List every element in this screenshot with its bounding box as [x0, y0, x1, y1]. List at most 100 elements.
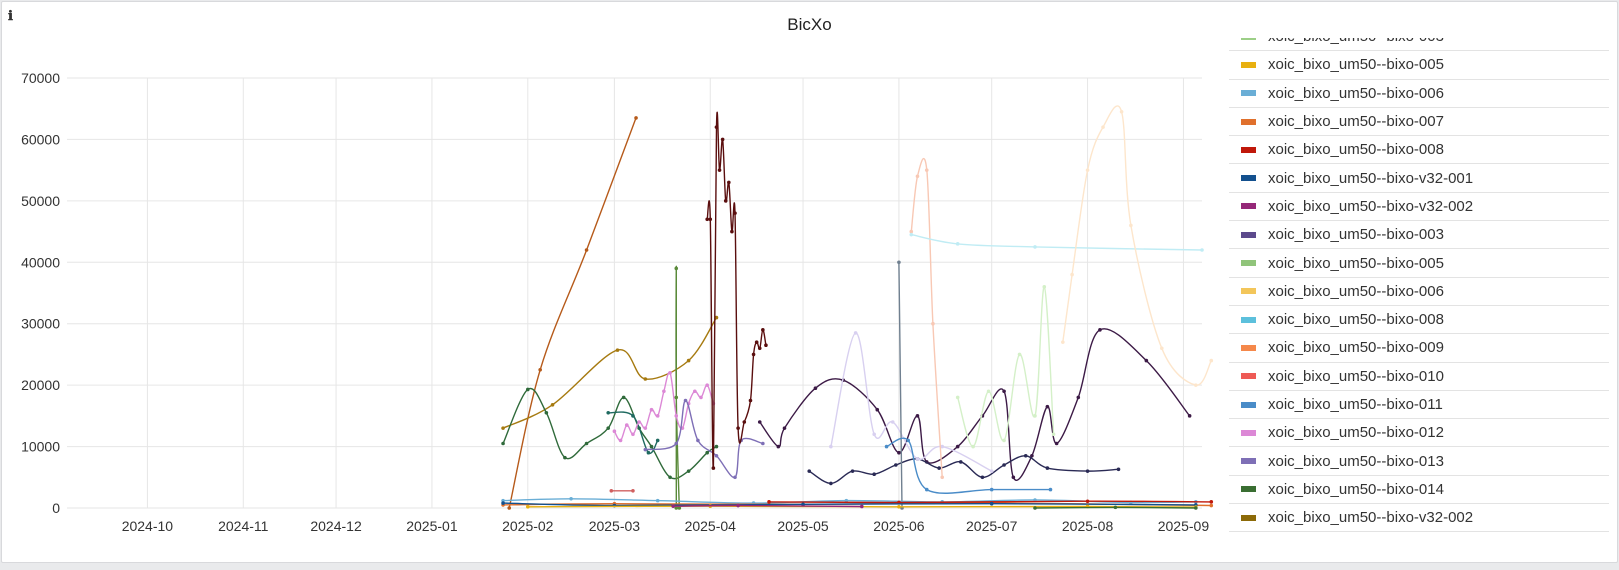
data-point [776, 444, 781, 449]
legend-item[interactable]: xoic_bixo_um50--bixo-014 [1229, 476, 1609, 505]
data-point [507, 506, 512, 510]
data-point [757, 420, 762, 424]
x-tick-label: 2024-11 [218, 518, 269, 534]
legend-item[interactable]: xoic_bixo_um50--bixo-006 [1229, 80, 1609, 108]
data-point [1051, 432, 1056, 437]
legend-item[interactable]: xoic_bixo_um50--bixo-v32-002 [1229, 193, 1609, 222]
data-point [1209, 500, 1214, 504]
data-point [727, 180, 731, 185]
data-point [631, 414, 635, 418]
data-point [563, 455, 567, 460]
series-line [673, 504, 862, 508]
legend-item[interactable]: xoic_bixo_um50--bixo-010 [1229, 363, 1609, 391]
data-point [668, 475, 672, 480]
legend-swatch [1241, 118, 1256, 125]
series-line [910, 157, 943, 478]
data-point [1017, 352, 1022, 357]
legend-item[interactable]: xoic_bixo_um50--bixo-007 [1229, 108, 1609, 137]
legend-label: xoic_bixo_um50--bixo-v32-002 [1268, 509, 1474, 527]
data-point [714, 453, 719, 458]
series-8[interactable] [705, 111, 768, 470]
data-point [649, 407, 654, 412]
series-line [508, 117, 637, 509]
series-1[interactable] [501, 315, 719, 430]
data-point [986, 389, 991, 394]
legend-item[interactable]: xoic_bixo_um50--bixo-003 [1229, 38, 1609, 52]
series-11[interactable] [829, 331, 994, 473]
series-15[interactable] [1061, 105, 1214, 387]
data-point [723, 199, 728, 203]
y-tick-label: 30000 [21, 316, 60, 332]
data-point [844, 498, 849, 503]
data-point [693, 389, 697, 394]
data-point [1030, 453, 1034, 458]
series-10[interactable] [807, 453, 1121, 486]
series-0[interactable] [507, 116, 638, 510]
series-23[interactable] [671, 503, 864, 509]
data-point [538, 367, 542, 372]
info-icon[interactable]: ℹ [8, 9, 13, 24]
data-point [1011, 475, 1016, 480]
legend-item[interactable]: xoic_bixo_um50--bixo-006 [1229, 278, 1609, 306]
legend-label: xoic_bixo_um50--bixo-009 [1268, 339, 1444, 357]
data-point [606, 410, 611, 415]
series-3[interactable] [674, 265, 682, 510]
data-point [801, 502, 805, 507]
data-point [621, 395, 626, 400]
data-point [1002, 463, 1006, 467]
y-tick-label: 50000 [21, 193, 60, 209]
data-point [742, 420, 747, 424]
legend-item[interactable]: xoic_bixo_um50--bixo-012 [1229, 419, 1609, 448]
data-point [894, 463, 898, 467]
data-point [649, 444, 654, 449]
series-6[interactable] [612, 371, 716, 443]
legend-item[interactable]: xoic_bixo_um50--bixo-v32-002 [1229, 504, 1609, 533]
data-point [646, 450, 651, 455]
legend-item[interactable]: xoic_bixo_um50--bixo-008 [1229, 306, 1609, 335]
legend-item[interactable]: xoic_bixo_um50--bixo-005 [1229, 51, 1609, 80]
legend-item[interactable]: xoic_bixo_um50--bixo-003 [1229, 221, 1609, 250]
series-14[interactable] [955, 285, 1056, 449]
data-point [909, 229, 914, 234]
data-point [501, 501, 505, 505]
legend-swatch [1241, 373, 1256, 380]
series-9[interactable] [757, 328, 1192, 481]
legend-label: xoic_bixo_um50--bixo-012 [1268, 424, 1444, 442]
legend-swatch [1241, 61, 1256, 68]
legend-item[interactable]: xoic_bixo_um50--bixo-009 [1229, 334, 1609, 363]
legend-label: xoic_bixo_um50--bixo-005 [1268, 56, 1444, 74]
data-point [853, 331, 858, 335]
legend-item[interactable]: xoic_bixo_um50--bixo-011 [1229, 391, 1609, 420]
legend-swatch [1241, 231, 1256, 238]
series-13[interactable] [909, 232, 1204, 252]
series-24[interactable] [1033, 505, 1198, 510]
data-point [890, 420, 895, 424]
data-point [714, 444, 719, 449]
data-point [643, 447, 648, 452]
data-point [609, 489, 614, 493]
y-tick-label: 40000 [21, 254, 60, 270]
data-point [875, 407, 880, 412]
data-point [1076, 395, 1081, 400]
data-point [829, 481, 833, 486]
data-point [1116, 467, 1121, 472]
series-line [898, 262, 903, 509]
data-point [526, 504, 530, 509]
data-point [955, 242, 960, 246]
data-point [971, 444, 975, 449]
x-tick-label: 2025-09 [1158, 518, 1210, 534]
data-point [631, 432, 635, 437]
data-point [736, 426, 740, 430]
x-tick-label: 2025-01 [406, 518, 458, 534]
legend-item[interactable]: xoic_bixo_um50--bixo-013 [1229, 447, 1609, 476]
data-point [1113, 505, 1118, 510]
legend-item[interactable]: xoic_bixo_um50--bixo-v32-001 [1229, 164, 1609, 193]
series-17[interactable] [884, 437, 1053, 494]
data-point [909, 232, 914, 237]
legend-label: xoic_bixo_um50--bixo-006 [1268, 282, 1444, 300]
series-12[interactable] [909, 157, 945, 480]
series-5[interactable] [609, 489, 635, 493]
legend-item[interactable]: xoic_bixo_um50--bixo-008 [1229, 136, 1609, 165]
legend-item[interactable]: xoic_bixo_um50--bixo-005 [1229, 249, 1609, 278]
